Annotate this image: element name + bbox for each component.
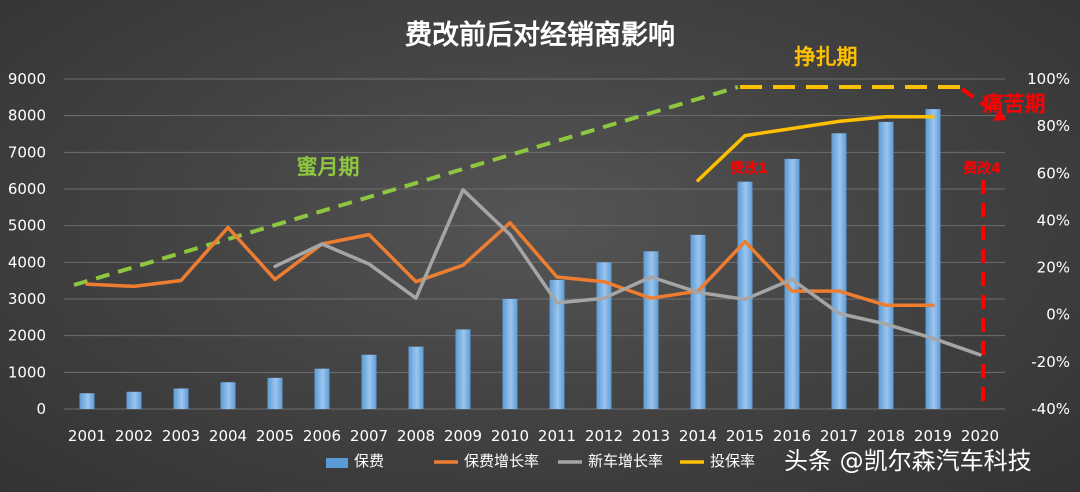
right-tick-label: 0%: [1046, 306, 1070, 324]
x-tick-label: 2015: [726, 427, 764, 445]
x-tick-label: 2007: [350, 427, 388, 445]
x-tick-label: 2006: [303, 427, 341, 445]
bar: [878, 121, 894, 410]
pain-trend-line: [960, 87, 1002, 118]
bar: [690, 234, 706, 409]
left-tick-label: 7000: [8, 143, 46, 161]
x-tick-label: 2004: [209, 427, 247, 445]
x-tick-label: 2002: [115, 427, 153, 445]
bar: [79, 393, 95, 409]
bar: [784, 158, 800, 409]
car-growth-line: [273, 188, 982, 357]
left-tick-label: 2000: [8, 327, 46, 345]
left-tick-label: 1000: [8, 363, 46, 381]
invest-rate-line: [696, 114, 935, 183]
x-axis-labels: 2001 2002 2003 2004 2005 2006 2007 2008 2009 2010…: [68, 427, 999, 445]
x-tick-label: 2014: [679, 427, 717, 445]
bar: [737, 181, 753, 409]
x-tick-label: 2017: [820, 427, 858, 445]
legend-label: 保费: [354, 452, 384, 470]
x-tick-label: 2012: [585, 427, 623, 445]
reform1-label: 费改1: [730, 160, 768, 177]
legend: 保费 保费增长率 新车增长率 投保率: [326, 452, 755, 470]
left-tick-label: 0: [36, 400, 46, 418]
right-tick-label: 100%: [1027, 70, 1070, 88]
bar: [408, 346, 424, 409]
x-tick-label: 2020: [961, 427, 999, 445]
watermark-text: 头条 @凯尔森汽车科技: [784, 447, 1032, 475]
right-tick-label: 80%: [1037, 117, 1070, 135]
left-tick-label: 5000: [8, 217, 46, 235]
grid-lines: [64, 78, 1005, 410]
chart-title: 费改前后对经销商影响: [405, 19, 675, 51]
line-series: [85, 114, 982, 357]
bar: [455, 329, 471, 409]
bar: [314, 368, 330, 409]
bar: [361, 354, 377, 409]
annotation-lines: [73, 85, 1006, 409]
x-tick-label: 2009: [444, 427, 482, 445]
right-tick-label: -40%: [1031, 400, 1070, 418]
x-tick-label: 2008: [397, 427, 435, 445]
bar: [925, 109, 941, 410]
x-tick-label: 2019: [914, 427, 952, 445]
bar: [502, 299, 518, 409]
left-tick-label: 4000: [8, 253, 46, 271]
bar: [831, 133, 847, 409]
pain-label: 痛苦期: [983, 92, 1046, 116]
right-tick-label: 20%: [1037, 259, 1070, 277]
bar: [549, 279, 565, 409]
x-tick-label: 2010: [491, 427, 529, 445]
right-tick-label: 40%: [1037, 211, 1070, 229]
x-tick-label: 2016: [773, 427, 811, 445]
left-axis-ticks: 0 1000 2000 3000 4000 5000 6000 7000 8000 9000: [8, 70, 46, 418]
bar: [220, 382, 236, 409]
pain-arrow-head: [993, 109, 1006, 121]
legend-label: 投保率: [710, 452, 755, 470]
struggle-label: 挣扎期: [795, 45, 858, 69]
x-tick-label: 2001: [68, 427, 106, 445]
right-tick-label: -20%: [1031, 353, 1070, 371]
left-tick-label: 6000: [8, 180, 46, 198]
honeymoon-trend-line: [73, 85, 739, 287]
reform4-label: 费改4: [963, 160, 1001, 177]
bar: [126, 391, 142, 409]
x-tick-label: 2013: [632, 427, 670, 445]
x-tick-label: 2005: [256, 427, 294, 445]
left-tick-label: 3000: [8, 290, 46, 308]
legend-label: 新车增长率: [588, 452, 663, 470]
x-tick-label: 2003: [162, 427, 200, 445]
legend-swatch-premium: [326, 458, 348, 468]
right-axis-ticks: -40% -20% 0% 20% 40% 60% 80% 100%: [1027, 70, 1070, 418]
bar: [643, 251, 659, 409]
premium-growth-line: [85, 221, 935, 308]
left-tick-label: 9000: [8, 70, 46, 88]
bar: [267, 377, 283, 409]
bar: [173, 388, 189, 409]
legend-label: 保费增长率: [464, 452, 539, 470]
left-tick-label: 8000: [8, 107, 46, 125]
right-tick-label: 60%: [1037, 164, 1070, 182]
x-tick-label: 2018: [867, 427, 905, 445]
honeymoon-label: 蜜月期: [297, 155, 360, 179]
bar-series-premium: [79, 109, 941, 410]
x-tick-label: 2011: [538, 427, 576, 445]
